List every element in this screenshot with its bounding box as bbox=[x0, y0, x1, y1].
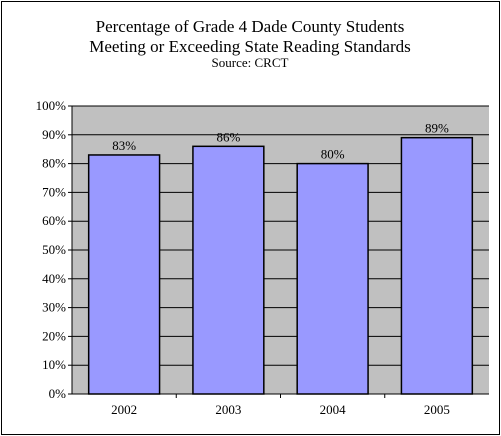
x-tick-labels: 2002 2003 2004 2005 bbox=[111, 402, 450, 417]
y-tick-label: 0% bbox=[49, 386, 67, 401]
y-tick-label: 40% bbox=[42, 271, 66, 286]
y-tick-labels: 0% 10% 20% 30% 40% 50% 60% 70% 80% 90% 100% bbox=[36, 98, 67, 401]
data-label-2004: 80% bbox=[321, 147, 345, 162]
chart-title-line-1: Percentage of Grade 4 Dade County Studen… bbox=[96, 17, 405, 36]
chart-title-line-2: Meeting or Exceeding State Reading Stand… bbox=[89, 37, 411, 56]
bar-2003 bbox=[192, 145, 265, 395]
y-tick-label: 60% bbox=[42, 213, 66, 228]
data-labels: 83% 86% 80% 89% bbox=[112, 121, 449, 162]
y-tick-label: 70% bbox=[42, 184, 66, 199]
chart-subtitle: Source: CRCT bbox=[212, 55, 289, 70]
x-tick-label-2004: 2004 bbox=[320, 402, 347, 417]
x-tick-label-2002: 2002 bbox=[111, 402, 137, 417]
axes bbox=[68, 105, 489, 398]
data-label-2003: 86% bbox=[216, 129, 240, 144]
y-tick-label: 10% bbox=[42, 357, 66, 372]
bar-2005 bbox=[400, 136, 474, 395]
bar-2002 bbox=[87, 154, 161, 395]
bar-2004 bbox=[296, 162, 369, 395]
data-label-2002: 83% bbox=[112, 138, 136, 153]
bars bbox=[87, 136, 474, 395]
y-tick-label: 100% bbox=[36, 98, 67, 113]
y-tick-label: 80% bbox=[42, 156, 66, 171]
y-tick-label: 90% bbox=[42, 127, 66, 142]
data-label-2005: 89% bbox=[425, 121, 449, 136]
y-tick-label: 30% bbox=[42, 300, 66, 315]
x-tick-label-2003: 2003 bbox=[215, 402, 241, 417]
x-tick-label-2005: 2005 bbox=[424, 402, 450, 417]
y-tick-label: 50% bbox=[42, 242, 66, 257]
y-tick-label: 20% bbox=[42, 328, 66, 343]
chart-title-group: Percentage of Grade 4 Dade County Studen… bbox=[89, 17, 411, 70]
